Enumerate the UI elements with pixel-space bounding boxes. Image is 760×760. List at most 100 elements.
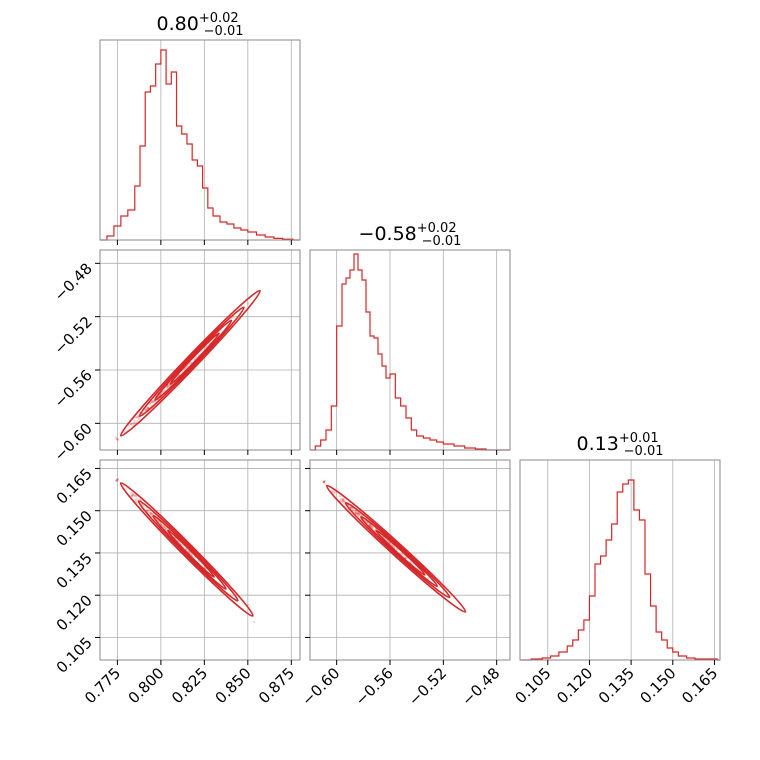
sample-point <box>402 554 406 557</box>
density-contour <box>325 484 467 613</box>
sample-point <box>357 512 360 516</box>
sample-point <box>130 493 134 497</box>
sample-point <box>125 487 128 490</box>
sample-point <box>115 479 118 482</box>
sample-point <box>162 525 165 528</box>
sample-point <box>161 390 164 394</box>
y-tick-label: 0.120 <box>53 591 96 634</box>
sample-point <box>368 523 371 526</box>
sample-point <box>135 419 139 422</box>
sample-point <box>322 480 326 483</box>
sample-point <box>357 514 360 518</box>
sample-point <box>323 479 327 482</box>
sample-point <box>324 482 327 485</box>
sample-point <box>130 422 133 426</box>
x-tick-label: 0.150 <box>637 664 680 707</box>
sample-point <box>122 430 126 433</box>
y-tick-label: 0.165 <box>53 465 96 508</box>
density-contour <box>138 306 245 418</box>
x-tick-label: 0.120 <box>553 664 596 707</box>
density-contour <box>344 501 451 599</box>
density-contour <box>119 289 261 437</box>
sample-point <box>339 499 342 502</box>
x-tick-label: 0.825 <box>168 664 211 707</box>
sample-point <box>166 384 169 387</box>
y-tick-label: 0.105 <box>53 634 96 677</box>
sample-point <box>167 384 171 388</box>
sample-point <box>115 437 118 440</box>
histogram-param-1 <box>100 49 300 241</box>
x-tick-label: −0.60 <box>298 664 343 709</box>
panel-2d-param-3-vs-param-2 <box>309 459 511 661</box>
sample-point <box>114 436 117 439</box>
sample-point <box>138 418 141 421</box>
sample-point <box>359 513 363 517</box>
y-tick-label: −0.52 <box>51 313 96 358</box>
sample-point <box>130 491 133 495</box>
density-contour <box>169 332 220 386</box>
sample-point <box>252 620 256 624</box>
sample-point <box>159 392 163 396</box>
sample-point <box>144 409 147 412</box>
sample-point <box>133 494 136 498</box>
x-tick-label: −0.52 <box>405 664 450 709</box>
title-param-1-median: 0.80 <box>157 13 199 35</box>
title-param-3-minus: −0.01 <box>624 444 664 459</box>
sample-point <box>339 497 342 500</box>
density-contour <box>360 515 439 588</box>
sample-point <box>357 513 360 516</box>
title-param-3-median: 0.13 <box>577 433 619 455</box>
title-param-1-minus: −0.01 <box>204 24 244 39</box>
sample-point <box>134 494 137 497</box>
sample-point <box>322 480 325 484</box>
sample-point <box>161 524 164 527</box>
sample-point <box>341 498 344 501</box>
sample-point <box>153 400 156 404</box>
sample-point <box>353 510 357 514</box>
sample-point <box>354 511 358 515</box>
sample-point <box>331 489 334 492</box>
sample-point <box>323 480 326 483</box>
sample-point <box>146 407 149 410</box>
sample-point <box>164 527 167 530</box>
sample-point <box>129 422 133 426</box>
sample-point <box>342 497 345 501</box>
title-param-1: 0.80+0.02 −0.01 <box>157 11 244 39</box>
title-param-1-plus: +0.02 <box>199 11 239 26</box>
panel-hist-param-1: 0.80+0.02 −0.01 <box>99 11 301 241</box>
sample-point <box>136 415 139 419</box>
x-tick-label: −0.48 <box>458 664 503 709</box>
x-tick-label: 0.775 <box>81 664 124 707</box>
title-param-3-plus: +0.01 <box>619 431 659 446</box>
title-param-2-minus: −0.01 <box>422 234 462 249</box>
sample-point <box>342 499 345 503</box>
sample-point <box>144 409 147 412</box>
sample-point <box>149 404 152 407</box>
sample-point <box>357 513 361 516</box>
sample-point <box>116 478 119 481</box>
sample-point <box>358 513 362 516</box>
y-tick-label: 0.135 <box>53 549 96 592</box>
sample-point <box>190 553 193 556</box>
sample-point <box>409 561 412 564</box>
sample-point <box>115 479 118 482</box>
sample-point <box>145 509 148 512</box>
sample-point <box>160 523 163 527</box>
sample-point <box>246 302 250 305</box>
sample-point <box>390 543 393 546</box>
sample-point <box>144 408 147 411</box>
sample-point <box>354 509 357 512</box>
sample-point <box>116 438 119 441</box>
sample-point <box>163 526 166 529</box>
sample-point <box>149 511 153 515</box>
sample-point <box>142 505 145 508</box>
y-tick-label: −0.60 <box>51 419 96 464</box>
sample-point <box>231 316 235 319</box>
sample-point <box>147 406 150 410</box>
sample-point <box>185 365 189 369</box>
sample-point <box>115 479 118 482</box>
sample-point <box>134 497 137 501</box>
sample-point <box>184 367 187 370</box>
sample-point <box>166 385 169 388</box>
